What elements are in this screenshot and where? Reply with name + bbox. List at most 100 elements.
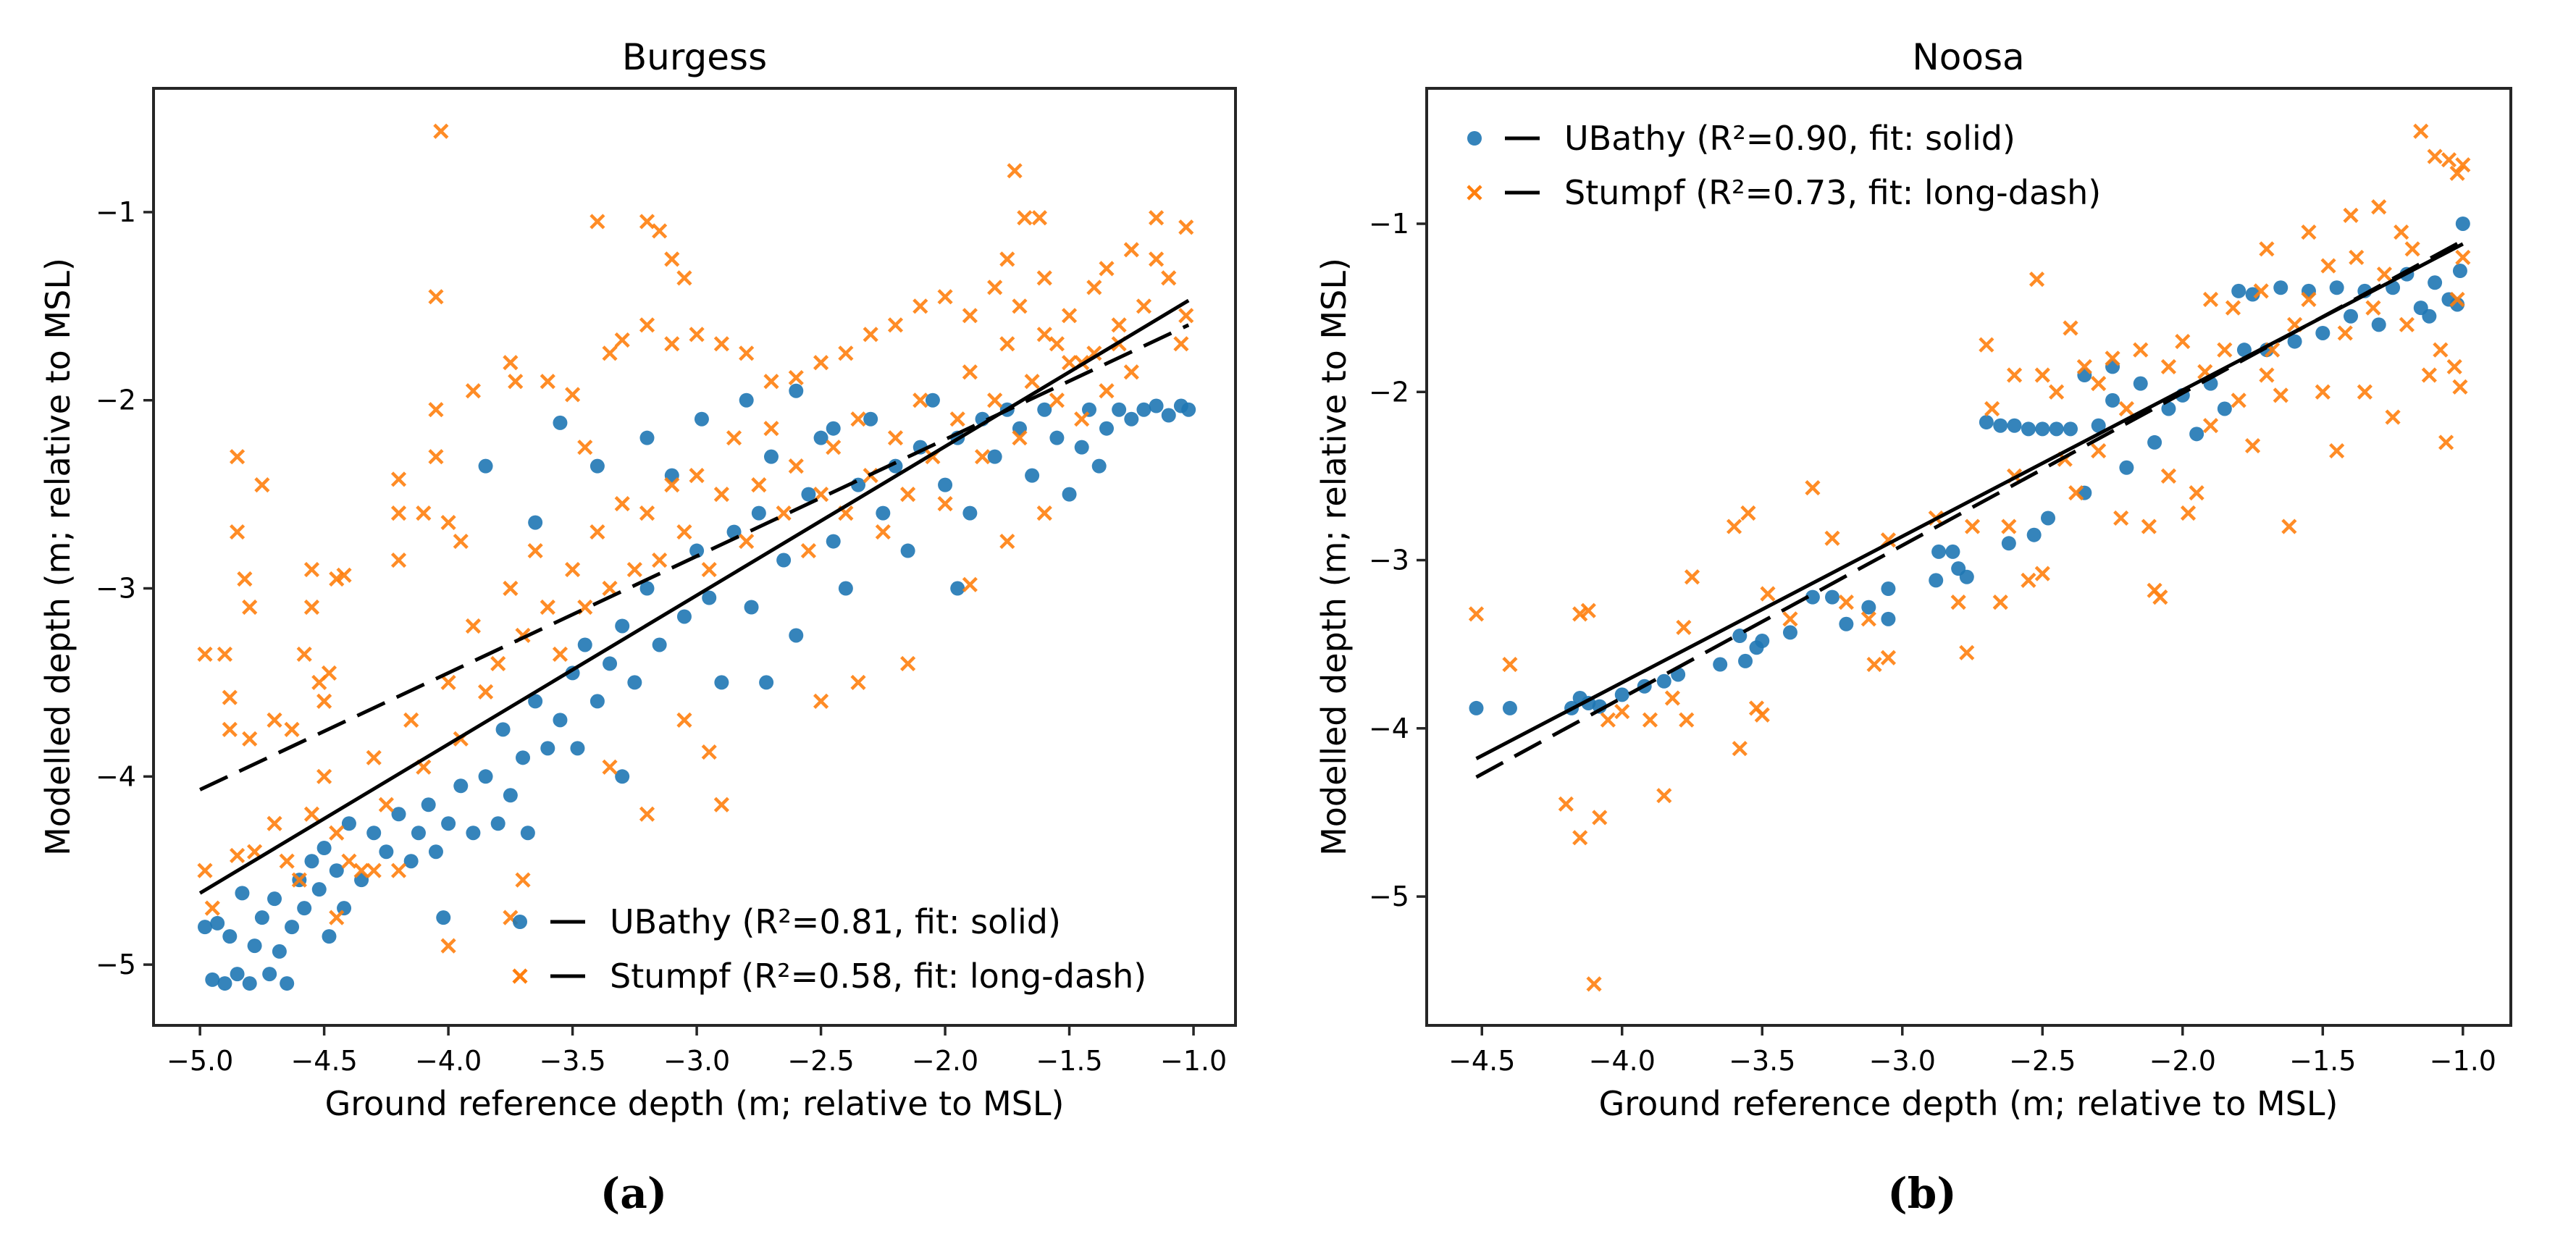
stumpf-fit-line: [1475, 239, 2464, 779]
data-point: [1860, 611, 1876, 627]
data-point: [552, 646, 569, 663]
data-point: [713, 797, 729, 812]
y-tick-label: −3: [1369, 545, 1409, 576]
data-point: [1732, 741, 1748, 757]
data-point: [329, 863, 344, 878]
data-point: [565, 561, 581, 578]
data-point: [229, 847, 246, 864]
data-point: [2273, 387, 2288, 403]
data-point: [1148, 210, 1165, 226]
data-point: [759, 675, 774, 690]
data-point: [197, 646, 213, 663]
data-point: [2001, 536, 2016, 551]
data-point: [329, 571, 345, 587]
data-point: [1558, 796, 1574, 812]
data-point: [1099, 261, 1115, 277]
ubathy-series: [1469, 216, 2470, 715]
data-point: [1881, 611, 1896, 626]
y-tick-label: −5: [96, 949, 136, 980]
data-point: [838, 345, 854, 361]
data-point: [553, 713, 568, 728]
data-point: [2259, 367, 2275, 383]
data-point: [390, 862, 407, 878]
data-point: [2449, 291, 2465, 308]
data-point: [763, 421, 779, 437]
data-point: [2244, 437, 2261, 454]
data-point: [503, 788, 518, 803]
data-point: [1782, 611, 1798, 627]
data-point: [322, 929, 337, 944]
data-point: [303, 599, 320, 616]
data-point: [297, 901, 312, 916]
data-point: [789, 383, 804, 398]
data-point: [267, 712, 282, 728]
data-point: [1782, 625, 1797, 640]
data-point: [527, 542, 543, 559]
data-point: [813, 355, 829, 371]
data-point: [1049, 336, 1065, 352]
legend-item-ubathy: UBathy (R²=0.81, fit: solid): [513, 902, 1061, 941]
data-point: [813, 430, 828, 445]
data-point: [1469, 700, 1484, 715]
data-point: [2404, 241, 2420, 257]
data-point: [1805, 589, 1820, 605]
data-point: [850, 411, 866, 427]
data-point: [900, 655, 916, 672]
data-point: [627, 675, 642, 690]
data-point: [887, 430, 904, 446]
data-point: [229, 524, 246, 540]
data-point: [316, 693, 332, 709]
x-tick-label: −1.0: [1160, 1045, 1227, 1077]
data-point: [664, 336, 680, 352]
data-point: [421, 797, 436, 812]
data-point: [1755, 634, 1770, 649]
data-point: [1732, 629, 1748, 644]
x-tick-label: −1.0: [2430, 1045, 2496, 1077]
data-point: [713, 487, 729, 503]
data-point: [1881, 581, 1896, 597]
data-point: [863, 411, 878, 427]
data-point: [565, 387, 581, 403]
data-point: [428, 449, 444, 465]
data-point: [2349, 249, 2365, 266]
data-point: [2371, 199, 2387, 215]
data-point: [1181, 402, 1196, 417]
data-point: [1738, 653, 1753, 668]
data-point: [987, 392, 1003, 408]
data-point: [676, 270, 692, 286]
data-point: [1760, 586, 1776, 602]
data-point: [1824, 530, 1840, 546]
data-point: [639, 317, 655, 333]
data-point: [2217, 342, 2233, 358]
data-point: [2365, 300, 2381, 316]
data-point: [428, 844, 443, 860]
ubathy-series: [197, 383, 1196, 991]
data-point: [602, 580, 618, 597]
data-point: [477, 684, 494, 700]
data-point: [900, 487, 916, 503]
data-point: [2034, 566, 2050, 581]
data-point: [378, 797, 394, 812]
data-point: [495, 722, 511, 737]
data-point: [2273, 280, 2288, 295]
y-tick-label: −2: [96, 385, 136, 416]
data-point: [1099, 383, 1115, 399]
data-point: [962, 576, 978, 592]
data-point: [311, 882, 327, 897]
x-tick-label: −3.0: [663, 1045, 730, 1077]
data-point: [2113, 510, 2129, 526]
data-point: [403, 854, 419, 869]
data-point: [428, 402, 444, 418]
data-point: [1726, 518, 1742, 534]
data-point: [875, 524, 891, 540]
data-point: [267, 891, 282, 907]
data-point: [813, 693, 829, 709]
data-point: [2049, 421, 2064, 437]
data-point: [2133, 342, 2149, 358]
legend-x-marker-icon: [512, 968, 528, 984]
data-point: [2452, 264, 2467, 279]
data-point: [2225, 300, 2241, 316]
data-point: [2343, 207, 2359, 223]
x-tick-label: −2.5: [787, 1045, 854, 1077]
data-point: [1838, 595, 1854, 610]
